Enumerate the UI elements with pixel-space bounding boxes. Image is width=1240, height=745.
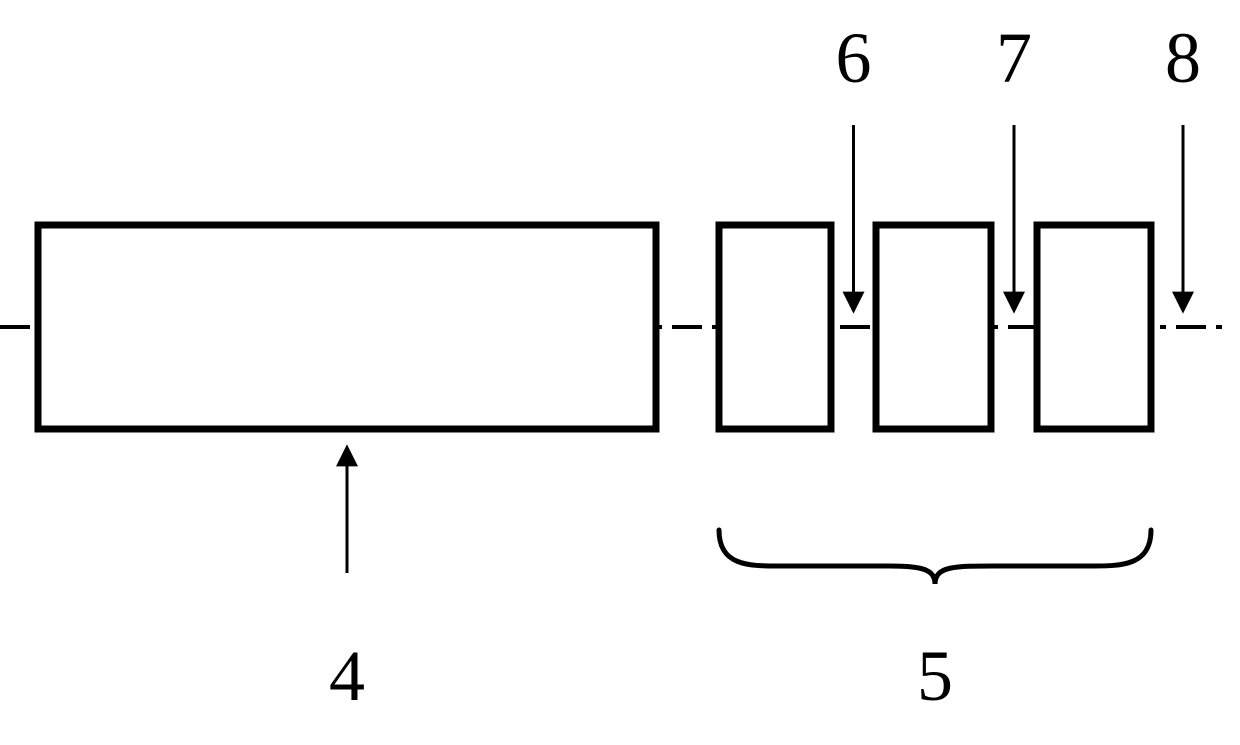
- segment-bar: [876, 225, 991, 429]
- label-7: 7: [996, 18, 1032, 98]
- label-4: 4: [329, 636, 365, 716]
- segment-bar: [719, 225, 831, 429]
- label-6: 6: [836, 18, 872, 98]
- main-bar: [38, 225, 656, 429]
- brace: [719, 530, 1151, 584]
- label-5: 5: [917, 636, 953, 716]
- label-8: 8: [1165, 18, 1201, 98]
- segment-bar: [1037, 225, 1151, 429]
